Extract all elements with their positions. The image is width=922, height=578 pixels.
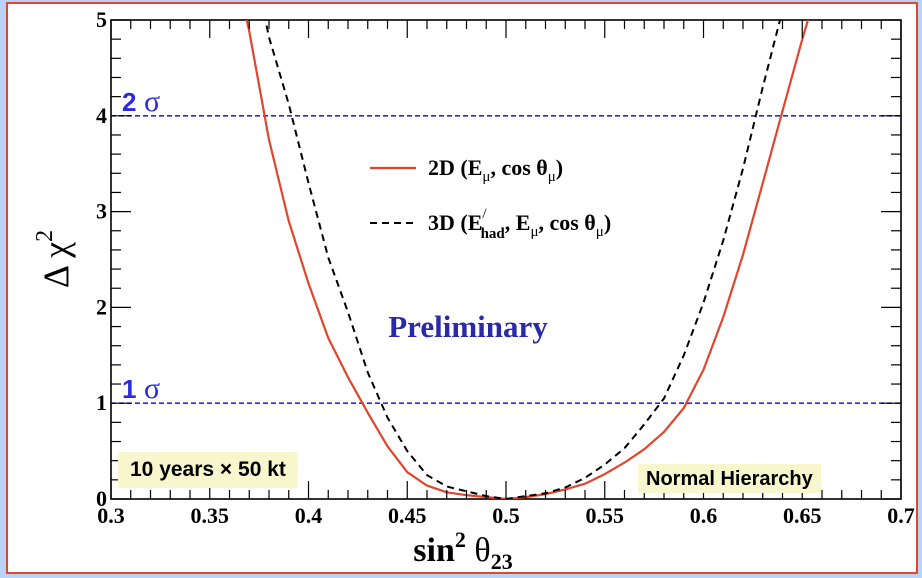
- y-tick-label: 5: [96, 7, 107, 32]
- legend-label-2d: 2D (Eμ, cos θμ): [428, 155, 563, 185]
- axes: [111, 20, 901, 499]
- legend: 2D (Eμ, cos θμ) 3D (E/had, Eμ, cos θμ): [370, 155, 611, 242]
- x-tick-label: 0.7: [887, 503, 915, 528]
- curves: [230, 4, 823, 499]
- x-tick-label: 0.4: [295, 503, 323, 528]
- legend-label-3d: 3D (E/had, Eμ, cos θμ): [428, 206, 611, 242]
- y-tick-label: 3: [96, 199, 107, 224]
- y-tick-label: 2: [96, 294, 107, 319]
- sigma-label: 1 σ: [122, 372, 160, 405]
- curve-2d: [230, 4, 823, 499]
- x-axis-label: sin2 θ23: [413, 527, 512, 572]
- curve-3d: [249, 4, 782, 499]
- y-tick-label: 4: [96, 103, 107, 128]
- x-tick-label: 0.6: [690, 503, 718, 528]
- x-tick-label: 0.55: [586, 503, 625, 528]
- preliminary-label: Preliminary: [388, 309, 548, 344]
- x-tick-label: 0.45: [388, 503, 427, 528]
- exposure-label: 10 years × 50 kt: [118, 452, 298, 488]
- y-axis-label: Δ χ2: [32, 230, 76, 288]
- x-tick-label: 0.65: [783, 503, 822, 528]
- sigma-label: 2 σ: [122, 85, 160, 118]
- hierarchy-label: Normal Hierarchy: [638, 464, 821, 493]
- x-tick-label: 0.5: [492, 503, 520, 528]
- ticks: [111, 20, 901, 499]
- plot-frame: [111, 20, 901, 499]
- x-tick-label: 0.35: [191, 503, 230, 528]
- y-tick-label: 0: [96, 486, 107, 511]
- y-tick-label: 1: [96, 390, 107, 415]
- reference-lines: 1 σ 2 σ: [111, 85, 901, 405]
